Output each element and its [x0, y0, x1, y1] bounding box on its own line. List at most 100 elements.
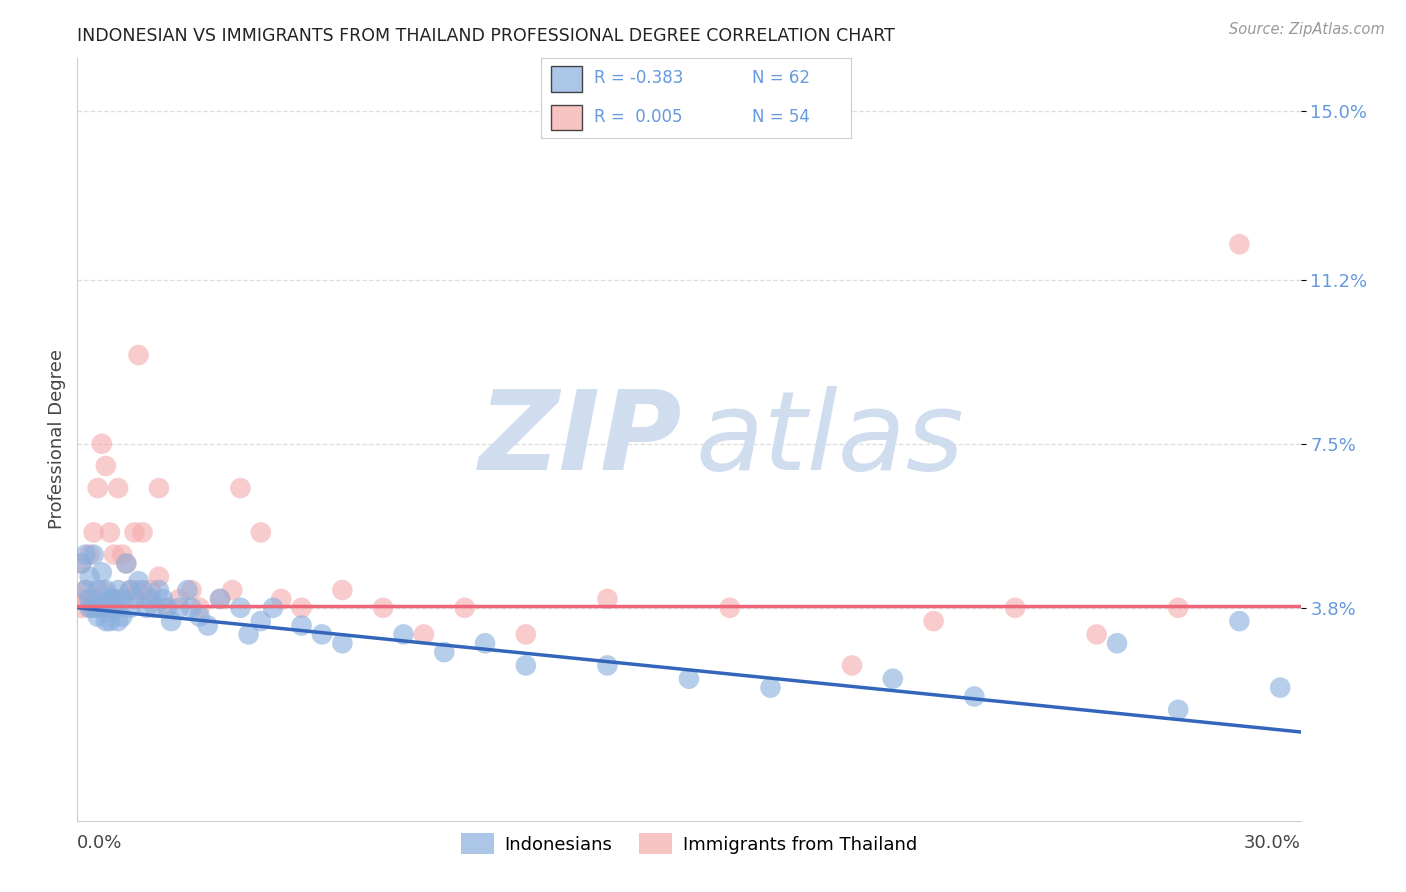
Point — [131, 525, 153, 540]
Point — [98, 591, 121, 606]
Point — [135, 591, 157, 606]
Point — [120, 583, 142, 598]
Point — [87, 481, 110, 495]
Point — [103, 548, 125, 562]
Point — [115, 557, 138, 571]
Point — [131, 583, 153, 598]
Point — [453, 600, 475, 615]
Point — [596, 658, 619, 673]
Point — [371, 600, 394, 615]
Point — [1107, 636, 1129, 650]
Point — [79, 570, 101, 584]
Point — [156, 600, 179, 615]
Point — [135, 600, 157, 615]
Text: atlas: atlas — [695, 386, 963, 492]
Point — [148, 481, 170, 495]
Text: 30.0%: 30.0% — [1244, 834, 1301, 852]
Point — [1229, 614, 1251, 628]
Point — [262, 600, 284, 615]
Point — [1229, 237, 1251, 252]
Point — [107, 614, 129, 628]
Point — [94, 458, 117, 473]
Point — [221, 583, 243, 598]
Point — [474, 636, 496, 650]
Point — [94, 600, 117, 615]
Point — [143, 600, 166, 615]
Point — [152, 591, 174, 606]
Point — [90, 600, 112, 615]
Point — [250, 525, 273, 540]
Text: ZIP: ZIP — [479, 386, 683, 492]
Point — [83, 548, 105, 562]
Point — [759, 681, 782, 695]
Point — [180, 600, 202, 615]
Point — [148, 570, 170, 584]
Point — [75, 548, 97, 562]
Point — [290, 600, 312, 615]
Point — [332, 636, 354, 650]
Point — [718, 600, 741, 615]
Point — [841, 658, 863, 673]
Point — [79, 548, 101, 562]
Point — [1004, 600, 1026, 615]
Point — [197, 618, 219, 632]
Point — [103, 591, 125, 606]
Point — [678, 672, 700, 686]
Y-axis label: Professional Degree: Professional Degree — [48, 350, 66, 529]
Point — [433, 645, 456, 659]
Point — [290, 618, 312, 632]
Point — [188, 609, 211, 624]
FancyBboxPatch shape — [551, 104, 582, 130]
Point — [238, 627, 260, 641]
Point — [1167, 600, 1189, 615]
Point — [87, 609, 110, 624]
Point — [107, 481, 129, 495]
Point — [188, 600, 211, 615]
Point — [98, 600, 121, 615]
Point — [208, 591, 231, 606]
Point — [169, 600, 191, 615]
Point — [127, 574, 149, 589]
Point — [87, 583, 110, 598]
Point — [148, 583, 170, 598]
Point — [98, 614, 121, 628]
Point — [79, 600, 101, 615]
Point — [70, 557, 93, 571]
Point — [515, 627, 537, 641]
Point — [107, 600, 129, 615]
Point — [98, 525, 121, 540]
Text: 0.0%: 0.0% — [77, 834, 122, 852]
Point — [180, 583, 202, 598]
Point — [115, 557, 138, 571]
Point — [229, 481, 252, 495]
FancyBboxPatch shape — [551, 66, 582, 92]
Point — [515, 658, 537, 673]
Text: Source: ZipAtlas.com: Source: ZipAtlas.com — [1229, 22, 1385, 37]
Point — [139, 583, 162, 598]
Point — [229, 600, 252, 615]
Point — [922, 614, 945, 628]
Point — [87, 591, 110, 606]
Point — [1268, 681, 1291, 695]
Point — [111, 609, 134, 624]
Text: R = -0.383: R = -0.383 — [593, 69, 683, 87]
Point — [94, 614, 117, 628]
Point — [963, 690, 986, 704]
Point — [156, 600, 179, 615]
Point — [111, 548, 134, 562]
Point — [1085, 627, 1108, 641]
Point — [90, 566, 112, 580]
Point — [120, 583, 142, 598]
Point — [176, 583, 198, 598]
Point — [596, 591, 619, 606]
Point — [169, 591, 191, 606]
Point — [392, 627, 415, 641]
Point — [83, 591, 105, 606]
Point — [250, 614, 273, 628]
Point — [83, 600, 105, 615]
Text: N = 62: N = 62 — [752, 69, 810, 87]
Point — [124, 591, 146, 606]
Point — [413, 627, 436, 641]
Text: N = 54: N = 54 — [752, 108, 810, 126]
Point — [79, 591, 101, 606]
